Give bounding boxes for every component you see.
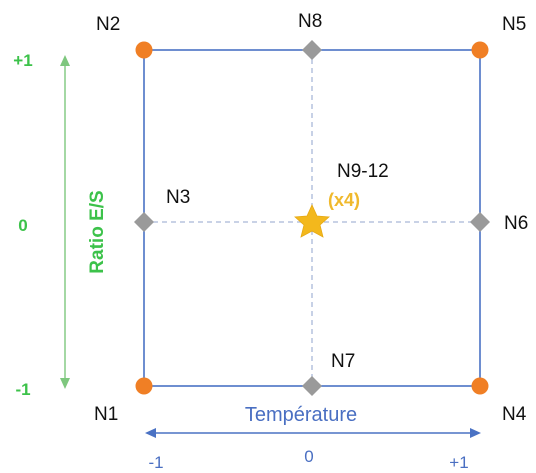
x-tick-zero: 0 xyxy=(304,447,313,466)
node-label-n1: N1 xyxy=(94,404,118,425)
node-label-n2: N2 xyxy=(96,14,120,35)
node-label-n8: N8 xyxy=(298,11,322,32)
corner-node-n2-circle-icon xyxy=(135,41,153,59)
corner-node-n5-circle-icon xyxy=(471,41,489,59)
y-tick-zero: 0 xyxy=(18,216,27,235)
center-node-star-icon xyxy=(294,204,330,238)
node-label-n6: N6 xyxy=(504,213,528,234)
edge-node-n7-diamond-icon xyxy=(302,376,322,396)
center-multiplier: (x4) xyxy=(328,190,360,210)
node-label-n5: N5 xyxy=(502,14,526,35)
node-label-center: N9-12 xyxy=(337,161,389,182)
x-axis-title: Température xyxy=(245,404,357,426)
y-axis-arrow xyxy=(60,55,70,389)
x-axis-arrow xyxy=(145,428,481,438)
x-tick-plus-one: +1 xyxy=(449,453,468,472)
y-tick-plus-one: +1 xyxy=(13,51,32,70)
edge-node-n3-diamond-icon xyxy=(134,212,154,232)
edge-node-n8-diamond-icon xyxy=(302,40,322,60)
corner-node-n1-circle-icon xyxy=(135,377,153,395)
x-tick-minus-one: -1 xyxy=(148,453,163,472)
node-label-n4: N4 xyxy=(502,404,527,425)
y-tick-minus-one: -1 xyxy=(15,380,30,399)
y-axis-title: Ratio E/S xyxy=(87,190,108,273)
edge-node-n6-diamond-icon xyxy=(470,212,490,232)
node-label-n7: N7 xyxy=(331,351,355,372)
node-label-n3: N3 xyxy=(166,187,190,208)
corner-node-n4-circle-icon xyxy=(471,377,489,395)
